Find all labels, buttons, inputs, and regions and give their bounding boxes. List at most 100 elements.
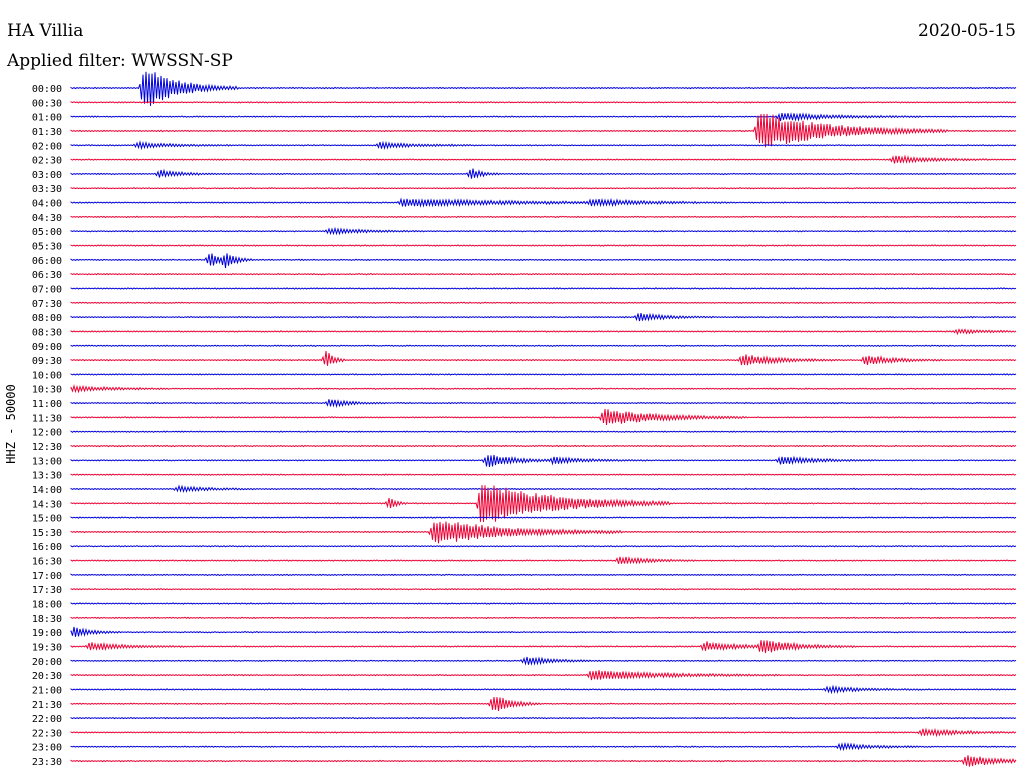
- station-title: HA Villia: [7, 21, 83, 41]
- trace-line: [70, 454, 1017, 467]
- row-time-label: 13:30: [32, 471, 62, 482]
- row-time-label: 10:00: [32, 370, 62, 381]
- row-time-label: 03:30: [32, 184, 62, 195]
- row-time-label: 05:00: [32, 227, 62, 238]
- row-time-label: 18:00: [32, 600, 62, 611]
- trace-line: [70, 154, 1017, 164]
- trace-line: [70, 741, 1017, 752]
- row-time-label: 00:00: [32, 84, 62, 95]
- row-time-label: 17:30: [32, 585, 62, 596]
- trace-line: [70, 215, 1017, 219]
- trace-line: [70, 484, 1017, 494]
- row-time-label: 08:30: [32, 327, 62, 338]
- date-title: 2020-05-15: [918, 21, 1016, 41]
- filter-subtitle: Applied filter: WWSSN-SP: [6, 51, 233, 71]
- row-time-label: 09:00: [32, 342, 62, 353]
- trace-line: [70, 444, 1017, 448]
- trace-line: [70, 485, 1017, 523]
- trace-line: [70, 186, 1017, 190]
- trace-line: [70, 197, 1017, 208]
- row-time-label: 23:30: [32, 757, 62, 768]
- row-time-label: 11:30: [32, 413, 62, 424]
- trace-line: [70, 684, 1017, 695]
- row-time-label: 23:00: [32, 743, 62, 754]
- trace-line: [70, 670, 1017, 681]
- trace-line: [70, 272, 1017, 276]
- row-time-label: 13:00: [32, 456, 62, 467]
- trace-line: [70, 473, 1017, 476]
- row-time-label: 14:30: [32, 499, 62, 510]
- trace-line: [70, 656, 1017, 666]
- row-time-label: 00:30: [32, 98, 62, 109]
- trace-line: [70, 521, 1017, 544]
- trace-line: [70, 640, 1017, 654]
- trace-line: [70, 113, 1017, 148]
- row-time-label: 18:30: [32, 614, 62, 625]
- trace-line: [70, 555, 1017, 565]
- row-time-label: 01:30: [32, 127, 62, 138]
- trace-line: [70, 727, 1017, 738]
- trace-line: [70, 344, 1017, 348]
- trace-line: [70, 328, 1017, 336]
- row-time-label: 08:00: [32, 313, 62, 324]
- row-time-label: 22:00: [32, 714, 62, 725]
- trace-line: [70, 755, 1017, 767]
- row-time-label: 21:30: [32, 700, 62, 711]
- row-time-label: 15:00: [32, 514, 62, 525]
- trace-line: [70, 626, 1017, 637]
- row-time-label: 19:00: [32, 628, 62, 639]
- row-time-label: 12:00: [32, 428, 62, 439]
- trace-line: [70, 101, 1017, 104]
- row-time-label: 14:00: [32, 485, 62, 496]
- trace-line: [70, 71, 1017, 106]
- row-time-label: 10:30: [32, 385, 62, 396]
- row-time-label: 07:30: [32, 299, 62, 310]
- trace-line: [70, 301, 1017, 305]
- trace-line: [70, 544, 1017, 548]
- trace-line: [70, 287, 1017, 290]
- row-time-label: 06:00: [32, 256, 62, 267]
- row-time-label: 09:30: [32, 356, 62, 367]
- row-time-label: 01:00: [32, 113, 62, 124]
- row-time-label: 04:00: [32, 199, 62, 210]
- trace-line: [70, 602, 1017, 605]
- row-time-label: 15:30: [32, 528, 62, 539]
- row-time-label: 07:00: [32, 284, 62, 295]
- row-time-label: 04:30: [32, 213, 62, 224]
- trace-line: [70, 350, 1017, 366]
- trace-line: [70, 244, 1017, 247]
- row-time-label: 22:30: [32, 728, 62, 739]
- row-time-label: 16:00: [32, 542, 62, 553]
- row-time-label: 16:30: [32, 557, 62, 568]
- trace-rows: 00:00 00:30 01:00 01:30 02:00 02:30 03:00 03:30…: [32, 71, 1017, 768]
- trace-line: [70, 140, 1017, 151]
- trace-line: [70, 616, 1017, 620]
- trace-line: [70, 716, 1017, 720]
- trace-line: [70, 399, 1017, 409]
- trace-line: [70, 112, 1017, 122]
- row-time-label: 21:00: [32, 685, 62, 696]
- trace-line: [70, 573, 1017, 577]
- trace-line: [70, 312, 1017, 322]
- row-time-label: 20:00: [32, 657, 62, 668]
- row-time-label: 05:30: [32, 242, 62, 253]
- row-time-label: 11:00: [32, 399, 62, 410]
- trace-line: [70, 696, 1017, 711]
- row-time-label: 12:30: [32, 442, 62, 453]
- row-time-label: 20:30: [32, 671, 62, 682]
- trace-line: [70, 587, 1017, 591]
- row-time-label: 02:00: [32, 141, 62, 152]
- row-time-label: 19:30: [32, 642, 62, 653]
- row-time-label: 02:30: [32, 156, 62, 167]
- trace-line: [70, 409, 1017, 426]
- trace-line: [70, 373, 1017, 376]
- trace-line: [70, 168, 1017, 179]
- trace-line: [70, 516, 1017, 519]
- trace-line: [70, 253, 1017, 269]
- trace-line: [70, 384, 1017, 394]
- trace-line: [70, 226, 1017, 236]
- row-time-label: 17:00: [32, 571, 62, 582]
- trace-line: [70, 430, 1017, 433]
- row-time-label: 03:00: [32, 170, 62, 181]
